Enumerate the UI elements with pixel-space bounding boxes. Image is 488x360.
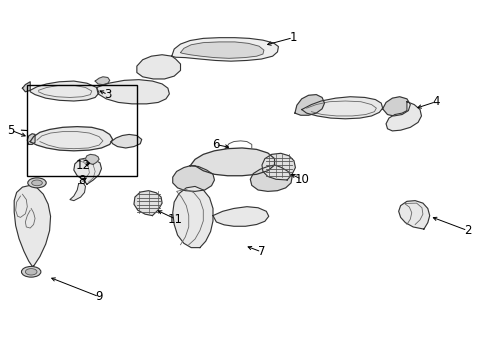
Polygon shape bbox=[262, 153, 295, 180]
Polygon shape bbox=[172, 166, 214, 192]
Text: 9: 9 bbox=[95, 290, 102, 303]
Text: 4: 4 bbox=[431, 95, 439, 108]
Polygon shape bbox=[30, 127, 112, 151]
Text: 3: 3 bbox=[104, 88, 111, 101]
Text: 5: 5 bbox=[7, 124, 15, 137]
Polygon shape bbox=[398, 201, 429, 229]
Polygon shape bbox=[301, 97, 382, 119]
Text: 6: 6 bbox=[211, 138, 219, 151]
Polygon shape bbox=[22, 82, 30, 92]
Polygon shape bbox=[294, 95, 324, 115]
Polygon shape bbox=[70, 184, 85, 201]
Ellipse shape bbox=[28, 178, 46, 188]
Polygon shape bbox=[30, 81, 99, 101]
Text: 2: 2 bbox=[463, 224, 470, 237]
Polygon shape bbox=[213, 207, 268, 226]
Text: 1: 1 bbox=[288, 31, 296, 44]
Polygon shape bbox=[382, 97, 409, 116]
Polygon shape bbox=[74, 158, 102, 184]
Text: 12: 12 bbox=[76, 159, 91, 172]
Polygon shape bbox=[180, 42, 264, 58]
Polygon shape bbox=[85, 154, 99, 165]
Text: 10: 10 bbox=[294, 173, 308, 186]
Polygon shape bbox=[95, 77, 109, 85]
Text: 11: 11 bbox=[168, 213, 183, 226]
Text: 7: 7 bbox=[257, 246, 264, 258]
Polygon shape bbox=[250, 165, 291, 192]
Polygon shape bbox=[111, 134, 142, 148]
Polygon shape bbox=[14, 185, 50, 266]
Text: 8: 8 bbox=[78, 174, 85, 187]
Polygon shape bbox=[172, 186, 213, 248]
Polygon shape bbox=[134, 191, 162, 216]
Ellipse shape bbox=[21, 266, 41, 277]
Polygon shape bbox=[190, 148, 274, 176]
Ellipse shape bbox=[25, 269, 37, 275]
Bar bbox=[27, 85, 137, 176]
Polygon shape bbox=[97, 80, 169, 104]
Polygon shape bbox=[137, 55, 180, 79]
Polygon shape bbox=[386, 102, 421, 131]
Polygon shape bbox=[27, 134, 35, 144]
Ellipse shape bbox=[32, 180, 42, 186]
Polygon shape bbox=[171, 38, 278, 61]
